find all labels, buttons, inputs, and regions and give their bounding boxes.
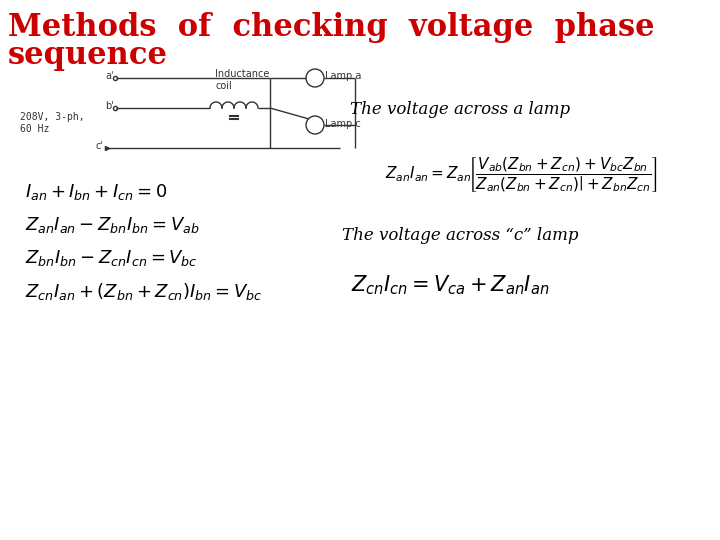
Text: $Z_{an}I_{an}=Z_{an}\!\left[\dfrac{V_{ab}(Z_{bn}+Z_{cn})+V_{bc}Z_{bn}}{Z_{an}(Z_: $Z_{an}I_{an}=Z_{an}\!\left[\dfrac{V_{ab… — [385, 156, 658, 194]
Text: The voltage across a lamp: The voltage across a lamp — [350, 102, 570, 118]
Text: Lamp c: Lamp c — [325, 119, 361, 129]
Text: $Z_{cn}I_{cn}=V_{ca}+Z_{an}I_{an}$: $Z_{cn}I_{cn}=V_{ca}+Z_{an}I_{an}$ — [351, 273, 549, 297]
Text: $Z_{bn}I_{bn}-Z_{cn}I_{cn}=V_{bc}$: $Z_{bn}I_{bn}-Z_{cn}I_{cn}=V_{bc}$ — [25, 248, 198, 268]
Text: Methods  of  checking  voltage  phase: Methods of checking voltage phase — [8, 12, 654, 43]
Text: 208V, 3-ph,
60 Hz: 208V, 3-ph, 60 Hz — [20, 112, 85, 134]
Text: sequence: sequence — [8, 40, 168, 71]
Text: Inductance
coil: Inductance coil — [215, 70, 269, 91]
Text: Lamp a: Lamp a — [325, 71, 361, 81]
Text: $I_{an}+I_{bn}+I_{cn}=0$: $I_{an}+I_{bn}+I_{cn}=0$ — [25, 182, 167, 202]
Text: $Z_{an}I_{an}-Z_{bn}I_{bn}=V_{ab}$: $Z_{an}I_{an}-Z_{bn}I_{bn}=V_{ab}$ — [25, 215, 199, 235]
Text: b': b' — [105, 101, 114, 111]
Text: $Z_{cn}I_{an}+(Z_{bn}+Z_{cn})I_{bn}=V_{bc}$: $Z_{cn}I_{an}+(Z_{bn}+Z_{cn})I_{bn}=V_{b… — [25, 280, 262, 301]
Text: The voltage across “c” lamp: The voltage across “c” lamp — [342, 226, 578, 244]
Text: a': a' — [105, 71, 114, 81]
Text: c': c' — [95, 141, 103, 151]
